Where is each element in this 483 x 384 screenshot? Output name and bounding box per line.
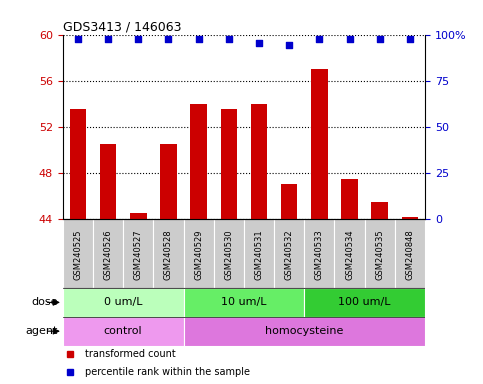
Bar [93,219,123,288]
Point [255,40,263,46]
Text: control: control [104,326,142,336]
Bar [160,144,177,219]
Text: GSM240528: GSM240528 [164,229,173,280]
Text: GSM240534: GSM240534 [345,229,354,280]
Point [376,36,384,42]
Bar [184,288,304,317]
Text: 0 um/L: 0 um/L [104,297,142,308]
Text: GSM240533: GSM240533 [315,229,324,280]
Point [134,36,142,42]
Point [285,42,293,48]
Text: GSM240535: GSM240535 [375,229,384,280]
Text: GSM240531: GSM240531 [255,229,264,280]
Bar [402,217,418,219]
Text: percentile rank within the sample: percentile rank within the sample [85,366,250,377]
Text: GSM240527: GSM240527 [134,229,143,280]
Bar [334,219,365,288]
Bar [274,219,304,288]
Text: GSM240532: GSM240532 [284,229,294,280]
Text: homocysteine: homocysteine [265,326,343,336]
Point [74,36,82,42]
Point [225,36,233,42]
Bar [123,219,154,288]
Bar [311,69,327,219]
Bar [184,219,213,288]
Point [104,36,112,42]
Bar [63,317,184,346]
Text: agent: agent [26,326,58,336]
Bar [221,109,237,219]
Bar [63,219,93,288]
Bar [213,219,244,288]
Bar [304,219,334,288]
Bar [63,288,184,317]
Text: GSM240525: GSM240525 [73,229,83,280]
Point [346,36,354,42]
Bar [341,179,358,219]
Bar [395,219,425,288]
Bar [371,202,388,219]
Bar [190,104,207,219]
Bar [70,109,86,219]
Point [406,36,414,42]
Bar [184,317,425,346]
Bar [304,288,425,317]
Bar [365,219,395,288]
Text: transformed count: transformed count [85,349,175,359]
Point [315,36,323,42]
Text: 100 um/L: 100 um/L [339,297,391,308]
Text: GSM240526: GSM240526 [103,229,113,280]
Point [195,36,202,42]
Text: GSM240529: GSM240529 [194,229,203,280]
Bar [281,184,298,219]
Text: dose: dose [31,297,58,308]
Bar [130,213,146,219]
Bar [244,219,274,288]
Bar [100,144,116,219]
Text: GSM240848: GSM240848 [405,229,414,280]
Bar [251,104,267,219]
Text: GDS3413 / 146063: GDS3413 / 146063 [63,20,181,33]
Bar [154,219,184,288]
Text: 10 um/L: 10 um/L [221,297,267,308]
Point [165,36,172,42]
Text: GSM240530: GSM240530 [224,229,233,280]
